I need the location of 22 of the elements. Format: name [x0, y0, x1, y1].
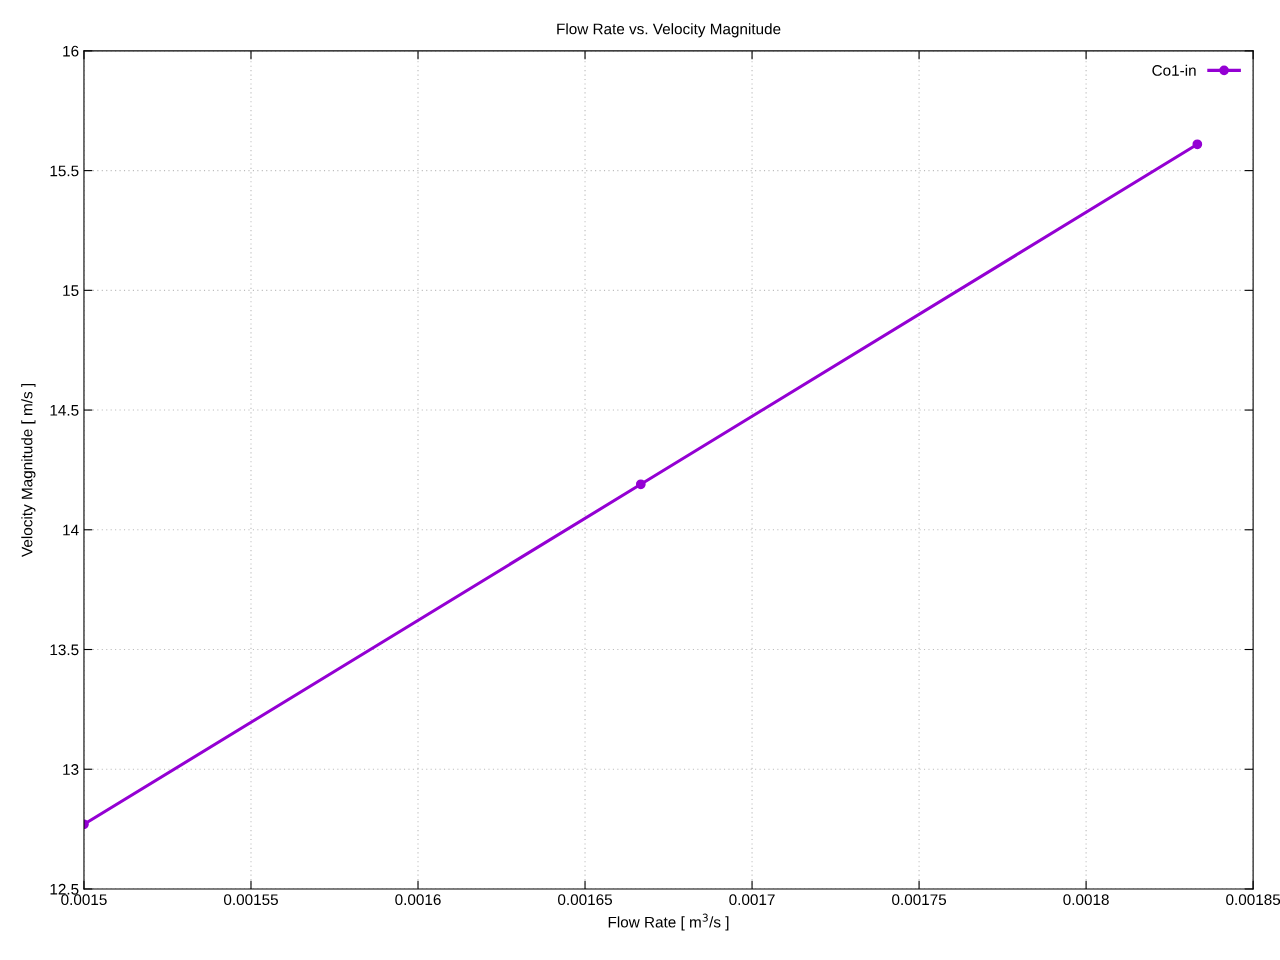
- x-tick-label: 0.0016: [395, 894, 441, 906]
- point: [635, 479, 646, 490]
- y-tick-label: 15: [63, 285, 79, 297]
- y-tick-label: 12.5: [50, 883, 79, 895]
- y-axis-title: Velocity Magnitude [ m/s ]: [21, 383, 36, 557]
- x-tick-label: 0.0015: [61, 894, 107, 906]
- x-tick-label: 0.0017: [729, 894, 775, 906]
- y-tick-label: 16: [63, 45, 79, 57]
- y-tick-label: 15.5: [50, 165, 79, 177]
- y-tick-label: 14.5: [50, 405, 79, 416]
- point: [1192, 139, 1203, 150]
- x-axis-title: Flow Rate [ m$^{3}$/s ]: [608, 913, 729, 931]
- x-tick-label: 0.00185: [1226, 894, 1280, 906]
- x-tick-label: 0.00155: [223, 894, 278, 906]
- x-tick-label: 0.00175: [892, 894, 947, 906]
- x-tick-label: 0.0018: [1063, 894, 1109, 906]
- y-tick-label: 13: [63, 764, 79, 775]
- x-tick-label: 0.00165: [558, 894, 613, 906]
- y-tick-label: 13.5: [50, 644, 79, 656]
- y-tick-label: 14: [63, 524, 79, 536]
- legend-label: Co1-in: [1152, 64, 1196, 76]
- chart-title: Flow Rate vs. Velocity Magnitude: [557, 23, 781, 38]
